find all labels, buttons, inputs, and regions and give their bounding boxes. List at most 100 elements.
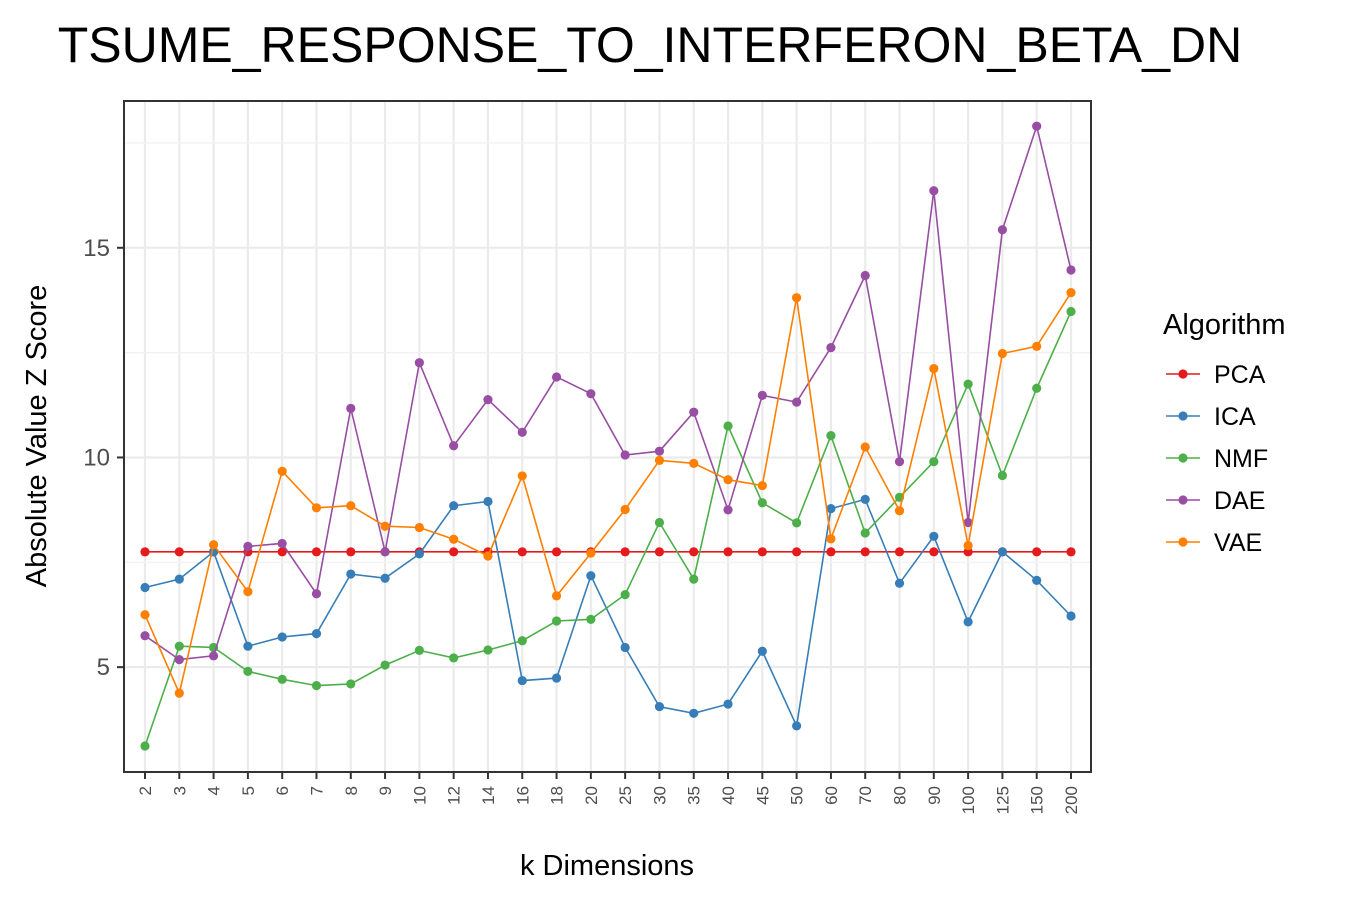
legend-item-pca: PCA [1166,361,1266,389]
legend-item-vae: VAE [1166,529,1262,557]
data-point-nmf [346,679,356,689]
x-tick-label: 125 [993,786,1012,814]
data-point-ica [551,673,562,683]
data-point-vae [243,587,253,597]
data-point-dae [620,450,630,460]
data-point-nmf [483,645,493,655]
x-tick-label: 200 [1062,786,1081,814]
x-tick-label: 4 [205,786,224,795]
series-nmf [140,306,1076,751]
y-tick-label: 15 [83,235,110,262]
data-point-ica [449,501,459,511]
legend-label: PCA [1214,361,1266,389]
data-point-nmf [757,498,767,508]
data-point-nmf [1032,383,1042,393]
data-point-pca [174,547,184,557]
data-point-nmf [414,645,424,655]
x-tick-label: 150 [1028,786,1047,814]
data-point-pca [1066,547,1076,557]
data-point-nmf [963,379,973,389]
data-point-dae [757,390,767,401]
data-point-nmf [551,616,562,626]
data-point-dae [1066,265,1076,275]
data-point-vae [757,480,767,491]
x-tick-label: 6 [273,786,292,795]
legend-key-point [1178,537,1188,547]
x-tick-label: 90 [925,786,944,805]
legend-label: NMF [1214,445,1268,473]
x-tick-label: 7 [307,786,326,795]
x-tick-label: 16 [513,786,532,805]
data-point-pca [449,547,459,557]
data-point-dae [654,446,665,456]
data-point-vae [654,455,665,466]
data-point-pca [757,547,767,557]
data-point-vae [963,540,973,551]
data-point-dae [243,541,253,551]
x-axis-title: k Dimensions [520,850,694,882]
legend-item-ica: ICA [1166,403,1256,431]
data-point-nmf [654,517,665,528]
data-point-nmf [517,636,527,646]
data-point-vae [174,688,184,698]
legend-key-point [1178,411,1188,421]
data-point-ica [654,701,665,712]
data-point-dae [346,403,356,414]
data-point-dae [414,358,424,368]
data-point-vae [1032,341,1042,351]
data-point-vae [860,442,870,452]
data-point-ica [963,617,973,627]
data-point-ica [483,496,493,507]
x-tick-label: 80 [891,786,910,805]
data-point-nmf [1066,306,1076,317]
data-point-pca [654,547,665,557]
x-tick-label: 60 [822,786,841,805]
data-point-dae [929,186,939,196]
data-point-dae [551,372,562,382]
data-point-nmf [380,660,390,670]
data-point-vae [586,548,596,558]
data-point-pca [346,547,356,557]
series-ica [140,494,1076,731]
series-pca [140,547,1076,557]
data-point-vae [997,348,1008,359]
data-point-dae [792,397,802,407]
data-point-dae [586,389,596,399]
data-point-ica [277,632,287,642]
data-point-dae [894,457,905,467]
data-point-pca [620,547,630,557]
data-point-nmf [860,528,870,538]
series-line-nmf [144,311,1072,747]
data-point-ica [346,569,356,579]
data-point-dae [963,517,973,528]
data-point-nmf [620,590,630,600]
data-point-pca [311,547,322,557]
data-point-pca [963,547,973,557]
data-point-vae [929,363,939,374]
y-axis-title: Absolute Value Z Score [21,285,53,588]
legend-title: Algorithm [1163,309,1286,341]
legend: Algorithm PCA ICA NMF DAE VAE [1163,309,1286,557]
legend-label: ICA [1214,403,1256,431]
x-tick-label: 25 [616,786,635,805]
data-point-ica [757,646,767,656]
data-point-pca [140,547,150,557]
data-point-nmf [689,574,699,584]
series-layer [140,121,1076,751]
data-point-vae [449,534,459,544]
plot-grid [124,101,1091,773]
data-point-dae [826,342,836,353]
data-point-vae [1066,288,1076,298]
data-point-pca [517,547,527,557]
legend-label: VAE [1214,529,1262,557]
data-point-nmf [997,470,1008,481]
plot-panel-border [123,100,1092,773]
legend-label: DAE [1214,487,1265,515]
x-tick-label: 35 [685,786,704,805]
data-point-ica [311,629,322,639]
data-point-dae [449,441,459,451]
data-point-ica [792,721,802,731]
data-point-vae [380,521,390,531]
